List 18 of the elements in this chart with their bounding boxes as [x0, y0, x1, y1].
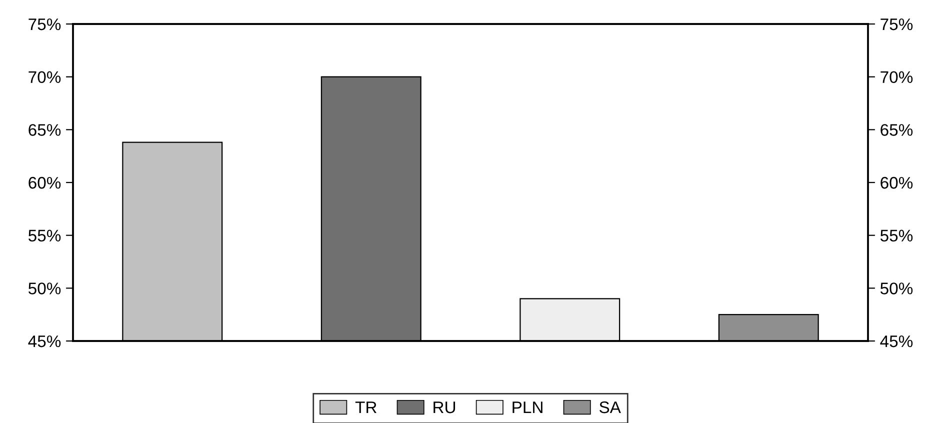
- y2-tick-label: 65%: [880, 124, 913, 136]
- y2-tick-label: 60%: [880, 176, 913, 189]
- y-tick-label: 60%: [28, 176, 61, 189]
- y2-tick-label: 70%: [880, 71, 913, 84]
- y2-tick-label: 55%: [880, 230, 913, 242]
- y-tick-label: 65%: [28, 124, 61, 136]
- y2-tick-label: 45%: [880, 335, 913, 348]
- legend-label: RU: [434, 402, 456, 414]
- y-tick-label: 50%: [28, 282, 61, 294]
- legend-label: PLN: [512, 402, 542, 414]
- y-tick-label: 75%: [28, 18, 61, 30]
- y2-tick-label: 75%: [880, 18, 913, 30]
- y-tick-label: 55%: [28, 230, 61, 242]
- y2-tick-label: 50%: [880, 282, 913, 294]
- y-tick-label: 45%: [28, 335, 61, 348]
- y-tick-label: 70%: [28, 71, 61, 84]
- legend-label: TR: [355, 402, 376, 414]
- legend-label: SA: [599, 401, 621, 414]
